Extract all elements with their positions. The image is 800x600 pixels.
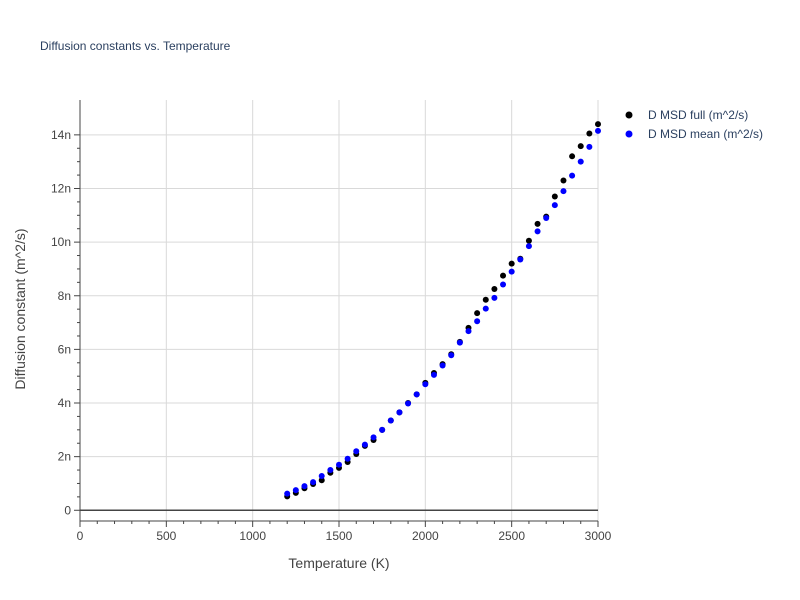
data-point[interactable]: [560, 188, 567, 195]
y-tick-label: 14n: [51, 128, 71, 142]
axis-layer: [74, 100, 599, 527]
data-point[interactable]: [534, 220, 541, 227]
data-point[interactable]: [500, 281, 507, 288]
data-point[interactable]: [344, 455, 351, 462]
data-point[interactable]: [301, 483, 308, 490]
data-point[interactable]: [543, 214, 550, 221]
legend-label-mean: D MSD mean (m^2/s): [648, 127, 763, 141]
data-point[interactable]: [318, 477, 325, 484]
series-msd-full: [284, 121, 601, 500]
data-point[interactable]: [508, 268, 515, 275]
data-point[interactable]: [284, 490, 291, 497]
data-point[interactable]: [448, 352, 455, 359]
data-point[interactable]: [525, 243, 532, 250]
grid-layer: [80, 100, 599, 521]
x-tick-label: 2000: [412, 529, 439, 543]
series-layer: [284, 121, 601, 500]
legend-item-mean[interactable]: D MSD mean (m^2/s): [625, 127, 763, 141]
data-point[interactable]: [430, 371, 437, 378]
y-tick-label: 12n: [51, 181, 71, 195]
data-point[interactable]: [379, 426, 386, 433]
data-point[interactable]: [405, 400, 412, 407]
y-axis-title: Diffusion constant (m^2/s): [12, 228, 28, 389]
data-point[interactable]: [491, 286, 498, 293]
data-point[interactable]: [387, 417, 394, 424]
x-tick-label: 1500: [326, 529, 353, 543]
y-tick-labels: 0 2n 4n 6n 8n 10n 12n 14n: [51, 128, 71, 517]
x-tick-label: 1000: [239, 529, 266, 543]
data-point[interactable]: [577, 158, 584, 165]
data-point[interactable]: [292, 487, 299, 494]
x-tick-label: 500: [156, 529, 176, 543]
y-tick-label: 6n: [58, 342, 71, 356]
y-tick-label: 0: [64, 503, 71, 517]
x-tick-label: 3000: [585, 529, 612, 543]
data-point[interactable]: [586, 130, 593, 137]
data-point[interactable]: [569, 172, 576, 179]
legend-label-full: D MSD full (m^2/s): [648, 108, 748, 122]
chart-title: Diffusion constants vs. Temperature: [40, 39, 231, 53]
data-point[interactable]: [482, 305, 489, 312]
legend-marker-full: [625, 111, 633, 119]
data-point[interactable]: [318, 472, 325, 479]
data-point[interactable]: [551, 193, 558, 200]
data-point[interactable]: [370, 434, 377, 441]
legend[interactable]: D MSD full (m^2/s) D MSD mean (m^2/s): [625, 108, 763, 141]
x-tick-labels: 0 500 1000 1500 2000 2500 3000: [77, 529, 612, 543]
data-point[interactable]: [595, 121, 601, 128]
data-point[interactable]: [310, 479, 317, 486]
y-tick-label: 8n: [58, 289, 71, 303]
data-point[interactable]: [569, 153, 576, 160]
data-point[interactable]: [525, 237, 532, 244]
legend-marker-mean: [625, 130, 633, 138]
data-point[interactable]: [577, 143, 584, 150]
data-point[interactable]: [474, 318, 481, 325]
data-point[interactable]: [336, 461, 342, 468]
data-point[interactable]: [474, 310, 481, 317]
data-point[interactable]: [361, 441, 368, 448]
series-msd-mean: [284, 127, 601, 497]
data-point[interactable]: [517, 256, 524, 263]
data-point[interactable]: [560, 177, 567, 184]
y-tick-label: 4n: [58, 396, 71, 410]
x-tick-label: 2500: [498, 529, 525, 543]
data-point[interactable]: [413, 391, 420, 398]
y-tick-label: 2n: [58, 450, 71, 464]
data-point[interactable]: [595, 127, 601, 134]
legend-item-full[interactable]: D MSD full (m^2/s): [625, 108, 749, 122]
data-point[interactable]: [465, 328, 472, 335]
data-point[interactable]: [327, 467, 334, 474]
data-point[interactable]: [396, 409, 403, 416]
data-point[interactable]: [353, 448, 360, 455]
data-point[interactable]: [482, 296, 489, 303]
data-point[interactable]: [456, 339, 463, 346]
data-point[interactable]: [534, 228, 541, 235]
data-point[interactable]: [422, 381, 429, 388]
data-point[interactable]: [551, 202, 558, 209]
data-point[interactable]: [491, 294, 498, 301]
x-axis-title: Temperature (K): [288, 555, 389, 571]
data-point[interactable]: [500, 272, 507, 279]
x-tick-label: 0: [77, 529, 84, 543]
data-point[interactable]: [508, 260, 515, 267]
data-point[interactable]: [586, 143, 593, 150]
y-tick-label: 10n: [51, 235, 71, 249]
data-point[interactable]: [439, 362, 446, 369]
plot-area[interactable]: [74, 100, 601, 527]
